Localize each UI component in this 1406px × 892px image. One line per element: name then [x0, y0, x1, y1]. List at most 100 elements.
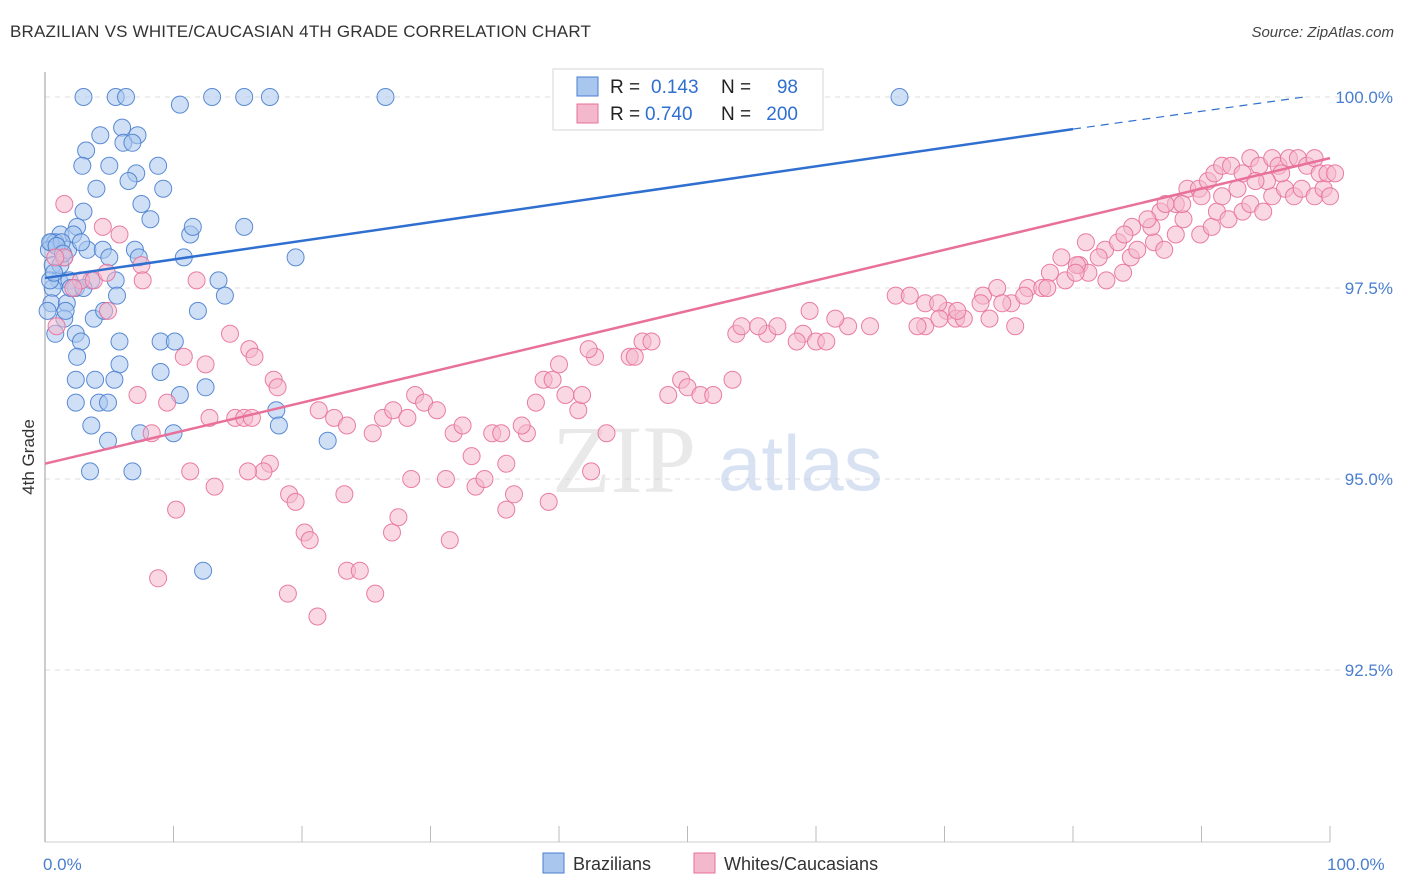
point-brazilians — [91, 126, 110, 145]
point-whites — [1155, 240, 1174, 259]
x-tick-label-max: 100.0% — [1327, 855, 1385, 874]
point-brazilians — [117, 88, 135, 106]
point-whites — [462, 447, 481, 466]
point-whites — [1089, 248, 1108, 267]
legend-n-label-1: N = — [721, 77, 751, 98]
point-whites — [597, 424, 616, 443]
point-brazilians — [154, 179, 173, 198]
point-whites — [300, 531, 319, 550]
point-brazilians — [68, 347, 87, 366]
point-brazilians — [87, 179, 106, 198]
point-whites — [900, 286, 919, 305]
point-whites — [929, 294, 948, 313]
point-whites — [1006, 317, 1025, 336]
y-tick-label: 100.0% — [1335, 88, 1393, 107]
point-brazilians — [269, 416, 288, 435]
point-whites — [1040, 263, 1059, 282]
point-whites — [133, 271, 152, 290]
point-whites — [993, 294, 1012, 313]
point-whites — [196, 355, 215, 374]
point-whites — [826, 309, 845, 328]
point-whites — [642, 332, 661, 351]
point-whites — [1128, 240, 1147, 259]
point-whites — [398, 408, 417, 427]
point-whites — [817, 332, 836, 351]
point-brazilians — [110, 355, 129, 374]
point-whites — [205, 477, 224, 496]
point-whites — [335, 485, 354, 504]
watermark-atlas: atlas — [718, 419, 883, 507]
bottom-legend: Brazilians Whites/Caucasians — [542, 852, 878, 874]
point-whites — [268, 378, 287, 397]
point-whites — [971, 294, 990, 313]
point-whites — [389, 508, 408, 527]
point-whites — [128, 386, 147, 404]
point-brazilians — [100, 156, 119, 175]
point-whites — [497, 500, 516, 519]
point-whites — [402, 470, 421, 488]
point-whites — [475, 470, 494, 488]
point-whites — [1114, 263, 1133, 282]
point-whites — [908, 317, 927, 336]
point-brazilians — [66, 393, 85, 412]
point-brazilians — [38, 301, 57, 320]
point-whites — [526, 393, 545, 412]
point-whites — [573, 386, 592, 404]
chart-title: BRAZILIAN VS WHITE/CAUCASIAN 4TH GRADE C… — [10, 22, 592, 41]
point-brazilians — [86, 370, 105, 389]
point-whites — [749, 317, 768, 336]
point-whites — [497, 454, 516, 473]
point-whites — [948, 301, 967, 320]
trend-line-brazilians-extension — [1072, 96, 1305, 130]
point-whites — [1066, 263, 1085, 282]
point-whites — [221, 324, 239, 343]
point-whites — [539, 492, 558, 511]
legend-swatch-pink — [576, 103, 599, 124]
point-whites — [1097, 271, 1116, 290]
point-whites — [99, 301, 117, 320]
point-whites — [505, 485, 523, 504]
point-whites — [47, 317, 66, 336]
point-whites — [200, 408, 219, 427]
point-brazilians — [890, 88, 909, 106]
point-whites — [569, 401, 588, 420]
point-whites — [787, 332, 806, 351]
bottom-legend-label-whites: Whites/Caucasians — [724, 854, 878, 874]
point-brazilians — [196, 378, 215, 397]
point-whites — [768, 317, 787, 336]
point-whites — [1213, 187, 1232, 206]
point-brazilians — [183, 217, 202, 236]
point-whites — [245, 347, 264, 366]
point-whites — [427, 401, 446, 420]
point-brazilians — [203, 88, 222, 106]
point-whites — [1052, 248, 1071, 267]
point-whites — [308, 607, 327, 626]
point-brazilians — [132, 195, 151, 213]
point-whites — [278, 584, 297, 603]
legend-n-value-1: 98 — [777, 77, 798, 98]
point-whites — [980, 309, 999, 328]
source-label: Source: ZipAtlas.com — [1251, 24, 1394, 41]
point-whites — [861, 317, 879, 336]
point-brazilians — [66, 370, 85, 389]
trend-line-brazilians — [44, 127, 1074, 280]
point-whites — [363, 424, 382, 443]
watermark: ZIP atlas — [552, 406, 883, 513]
point-whites — [625, 347, 644, 366]
point-brazilians — [149, 156, 168, 175]
legend-n-value-2: 200 — [766, 104, 798, 125]
legend-n-label-2: N = — [721, 104, 751, 125]
point-whites — [1115, 225, 1134, 244]
legend-r-value-1: 0.143 — [651, 77, 699, 98]
point-whites — [167, 500, 186, 519]
point-whites — [97, 263, 116, 282]
point-brazilians — [72, 332, 90, 351]
point-brazilians — [260, 88, 279, 106]
point-whites — [338, 416, 356, 435]
y-tick-label: 97.5% — [1345, 279, 1393, 298]
point-whites — [254, 462, 273, 481]
point-whites — [659, 386, 678, 404]
bottom-legend-swatch-blue — [542, 852, 565, 874]
point-whites — [1076, 233, 1095, 252]
point-brazilians — [77, 141, 96, 160]
